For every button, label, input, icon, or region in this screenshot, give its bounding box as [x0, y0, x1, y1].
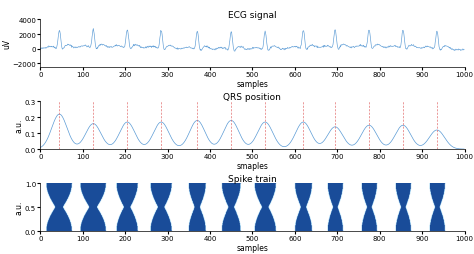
Y-axis label: a.u.: a.u.: [15, 119, 24, 133]
X-axis label: samples: samples: [237, 79, 268, 88]
X-axis label: smaples: smaples: [237, 161, 268, 170]
Y-axis label: a.u.: a.u.: [15, 200, 24, 215]
Y-axis label: uV: uV: [2, 39, 11, 49]
X-axis label: samples: samples: [237, 243, 268, 252]
Title: QRS position: QRS position: [223, 93, 282, 102]
Title: Spike train: Spike train: [228, 174, 277, 184]
Title: ECG signal: ECG signal: [228, 11, 277, 20]
